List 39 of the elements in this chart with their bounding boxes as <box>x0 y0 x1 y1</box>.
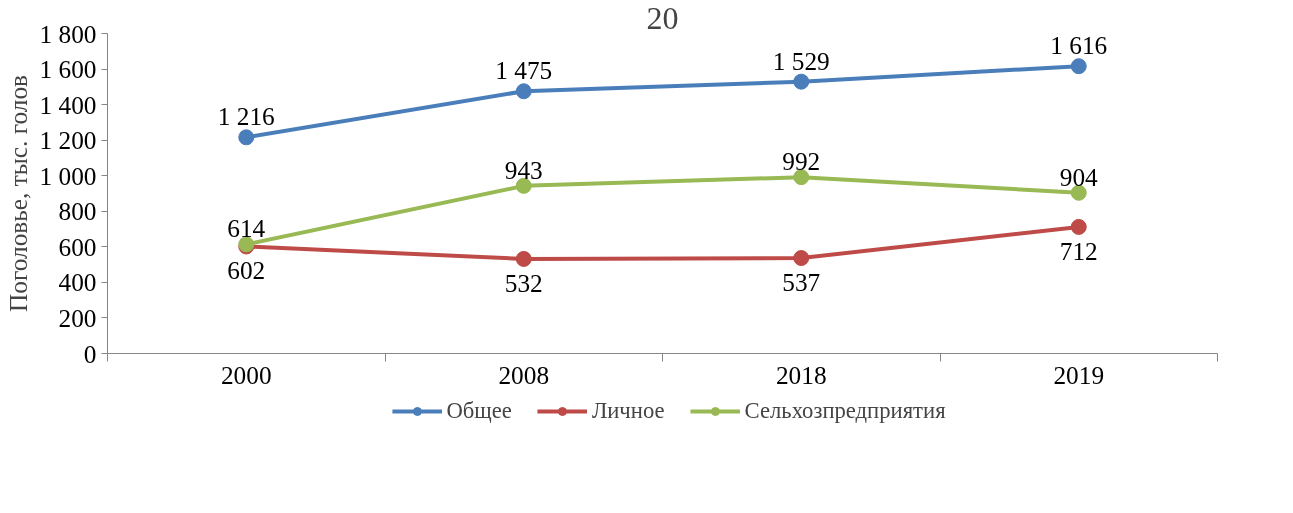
y-tick-label: 1 600 <box>39 55 97 84</box>
y-tick-label: 600 <box>58 232 97 261</box>
y-tick-label: 1 800 <box>39 19 97 48</box>
y-tick-label: 200 <box>58 303 97 332</box>
data-label: 614 <box>227 214 266 243</box>
data-label: 1 616 <box>1050 31 1108 60</box>
data-label: 904 <box>1059 162 1099 191</box>
data-label: 1 529 <box>772 46 830 75</box>
point <box>793 73 810 90</box>
legend-label: Личное <box>591 398 665 424</box>
y-tick-label: 800 <box>58 197 97 226</box>
chart-title: 20 <box>646 0 679 36</box>
y-tick-label: 1 000 <box>39 161 97 190</box>
x-tick-label: 2019 <box>1053 360 1105 389</box>
y-tick-label: 0 <box>83 339 97 368</box>
data-label: 992 <box>782 147 821 176</box>
y-tick-label: 1 400 <box>39 90 97 119</box>
data-label: 943 <box>504 155 543 184</box>
y-tick-label: 400 <box>58 268 97 297</box>
data-label: 1 475 <box>495 56 553 85</box>
point <box>793 250 810 267</box>
point <box>793 169 810 186</box>
point <box>515 250 532 267</box>
point <box>515 83 532 100</box>
data-label: 532 <box>504 268 543 297</box>
point <box>238 129 255 146</box>
data-label: 1 216 <box>217 102 275 131</box>
x-tick-label: 2000 <box>220 360 272 389</box>
legend-label: Сельхозпредприятия <box>744 398 946 424</box>
legend-label: Общее <box>446 398 512 424</box>
y-axis-title: Поголовье, тыс. голов <box>3 74 32 313</box>
x-tick-label: 2008 <box>498 360 550 389</box>
point <box>1070 218 1087 235</box>
data-label: 712 <box>1059 236 1098 265</box>
data-label: 537 <box>782 268 821 297</box>
y-tick-label: 1 200 <box>39 126 97 155</box>
point <box>1070 58 1087 75</box>
x-tick-label: 2018 <box>775 360 827 389</box>
data-label: 602 <box>227 256 266 285</box>
